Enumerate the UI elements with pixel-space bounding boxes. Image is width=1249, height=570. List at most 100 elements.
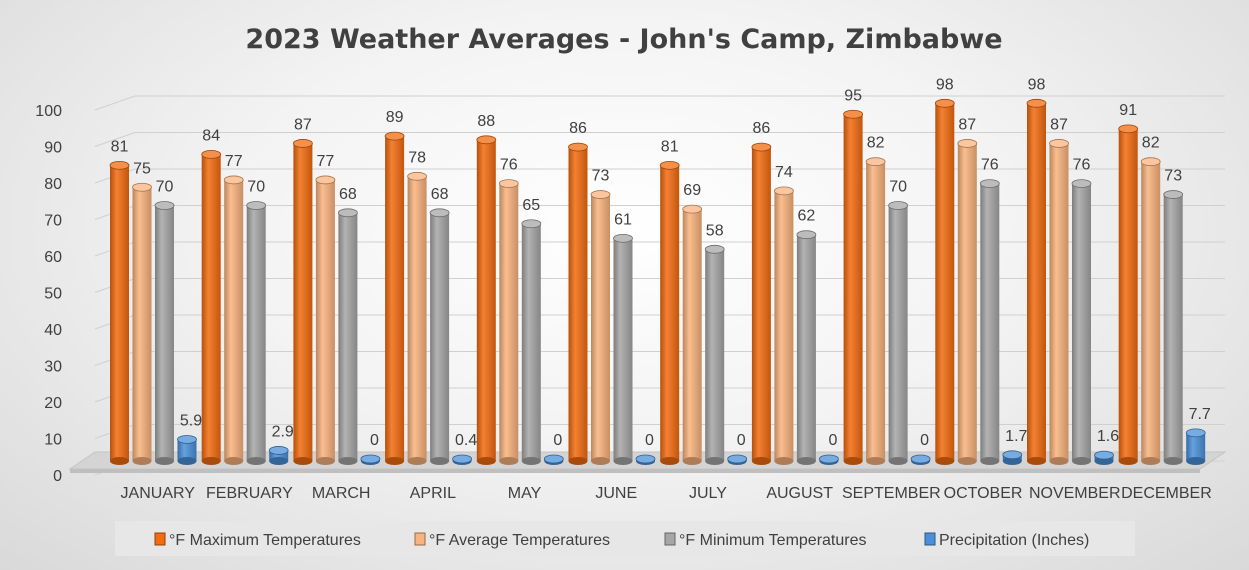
gridline-side	[94, 132, 136, 147]
data-label: 86	[753, 120, 771, 137]
bar	[521, 219, 542, 465]
bar	[957, 139, 978, 465]
data-label: 0.4	[455, 432, 477, 449]
x-tick-label: APRIL	[410, 485, 456, 502]
x-axis: JANUARY FEBRUARY MARCH APRIL MAY JUNE JULY AUGU…	[121, 485, 1212, 502]
bar	[132, 182, 152, 465]
legend-swatch	[664, 532, 676, 546]
data-label: 58	[706, 222, 724, 239]
x-tick-label: MAY	[508, 485, 542, 502]
bar	[476, 135, 497, 465]
legend-entry: Precipitation (Inches)	[939, 532, 1089, 549]
bar	[543, 454, 564, 465]
bar	[223, 175, 244, 465]
data-label: 76	[500, 157, 518, 174]
floor-edge	[70, 469, 1200, 473]
y-tick-label: 60	[44, 249, 62, 266]
data-label: 78	[408, 149, 426, 166]
data-label: 68	[431, 186, 449, 203]
x-tick-label: NOVEMBER	[1029, 485, 1121, 502]
data-label: 89	[386, 109, 404, 126]
x-tick-label: OCTOBER	[944, 485, 1023, 502]
bar	[910, 454, 931, 465]
bar	[751, 142, 772, 465]
legend-swatch	[414, 532, 426, 546]
bars-layer	[109, 98, 1206, 465]
data-label: 75	[133, 160, 151, 177]
bar	[177, 435, 197, 465]
data-label: 0	[737, 432, 746, 449]
x-tick-label: JUNE	[595, 485, 637, 502]
bar	[774, 186, 794, 465]
bar	[268, 446, 289, 465]
x-tick-label: SEPTEMBER	[842, 485, 941, 502]
data-label: 77	[317, 153, 335, 170]
bar	[682, 204, 703, 465]
data-label: 70	[247, 179, 265, 196]
legend-swatch	[154, 532, 166, 546]
bar	[315, 175, 336, 465]
bar	[843, 109, 863, 465]
data-label: 61	[614, 211, 632, 228]
bar	[337, 208, 358, 465]
y-tick-label: 100	[35, 103, 62, 120]
data-label: 5.9	[180, 412, 202, 429]
bar	[1163, 190, 1184, 465]
bar	[635, 454, 656, 465]
y-tick-label: 30	[44, 359, 62, 376]
legend-swatch	[924, 532, 936, 546]
data-label: 1.6	[1097, 428, 1119, 445]
bar	[568, 142, 588, 465]
x-tick-label: JULY	[689, 485, 727, 502]
data-label: 70	[156, 179, 174, 196]
data-label: 88	[477, 113, 495, 130]
data-label: 65	[522, 197, 540, 214]
data-label: 76	[1073, 157, 1091, 174]
bar	[109, 160, 130, 465]
x-tick-label: JANUARY	[121, 485, 196, 502]
bar	[498, 179, 519, 465]
bar	[888, 201, 908, 465]
bar	[452, 454, 473, 465]
bar	[292, 139, 313, 465]
bar	[407, 171, 428, 465]
data-label: 84	[202, 127, 220, 144]
data-label: 68	[339, 186, 357, 203]
data-label: 0	[645, 432, 654, 449]
data-label: 73	[592, 168, 610, 185]
data-label: 2.9	[272, 423, 294, 440]
y-tick-label: 10	[44, 432, 62, 449]
data-label: 82	[1142, 135, 1160, 152]
data-label: 62	[798, 208, 816, 225]
data-label: 82	[867, 135, 885, 152]
bar	[1185, 428, 1206, 465]
data-label: 0	[370, 432, 379, 449]
data-label: 73	[1164, 168, 1182, 185]
gridline-side	[94, 95, 136, 111]
bar	[1140, 157, 1161, 465]
data-label: 98	[1028, 76, 1046, 93]
bar	[704, 244, 725, 465]
data-label: 1.7	[1005, 428, 1027, 445]
bar	[1071, 179, 1092, 465]
data-labels-layer: 8175705.98477702.987776808978680.4887665…	[111, 76, 1211, 449]
bar	[819, 454, 839, 465]
legend-entry: °F Average Temperatures	[429, 532, 610, 549]
data-label: 69	[683, 182, 701, 199]
bar	[1118, 124, 1139, 465]
bar	[979, 179, 1000, 465]
y-tick-label: 40	[44, 322, 62, 339]
bar	[1002, 450, 1023, 465]
data-label: 81	[111, 138, 129, 155]
x-tick-label: DECEMBER	[1121, 485, 1212, 502]
bar	[384, 131, 405, 465]
legend-entry: °F Minimum Temperatures	[679, 532, 866, 549]
bar	[154, 201, 175, 465]
data-label: 95	[844, 87, 862, 104]
data-label: 81	[661, 138, 679, 155]
data-label: 0	[553, 432, 562, 449]
data-label: 77	[225, 153, 243, 170]
bar	[659, 160, 680, 465]
